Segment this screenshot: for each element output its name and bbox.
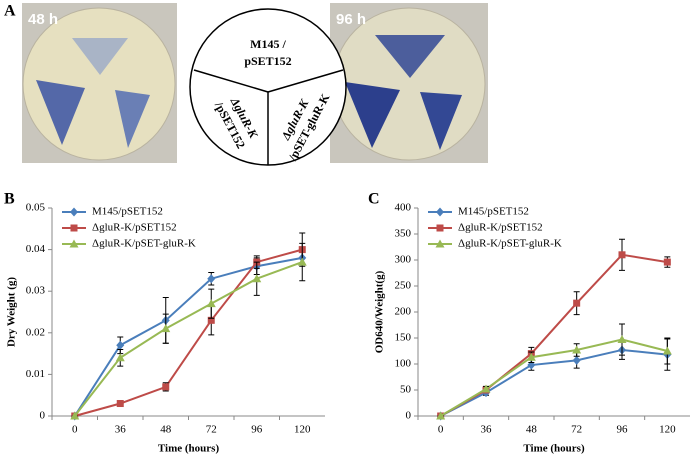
plate-photo (330, 3, 488, 163)
marker (207, 316, 215, 324)
marker (115, 353, 125, 362)
marker (436, 207, 444, 217)
panel-label: C (368, 191, 380, 208)
marker (70, 207, 78, 217)
marker (617, 335, 627, 344)
legend-label: M145/pSET152 (458, 206, 529, 218)
legend-label: ΔgluR-K/pSET-gluR-K (458, 238, 562, 250)
y-tick-label: 0.01 (26, 368, 45, 380)
marker (252, 274, 262, 283)
marker (526, 352, 536, 361)
marker (70, 411, 80, 420)
marker (572, 345, 582, 354)
marker (573, 299, 581, 307)
marker (435, 239, 445, 248)
y-tick-label: 50 (400, 384, 412, 396)
y-tick-label: 0.04 (26, 243, 46, 255)
marker (662, 346, 672, 355)
marker (116, 340, 125, 350)
y-tick-label: 200 (395, 306, 412, 318)
photo-label: 48 h (28, 11, 58, 28)
y-tick-label: 400 (395, 202, 412, 214)
x-tick-label: 0 (72, 424, 78, 436)
marker (69, 239, 79, 248)
sector-diagram (189, 8, 347, 166)
y-tick-label: 350 (395, 228, 412, 240)
marker (70, 224, 78, 232)
marker (116, 400, 124, 408)
y-tick-label: 0 (406, 410, 412, 422)
y-tick-label: 0.03 (26, 285, 46, 297)
marker (206, 299, 216, 308)
photo-label: 96 h (336, 11, 366, 28)
marker (572, 355, 581, 365)
y-tick-label: 100 (395, 358, 412, 370)
x-tick-label: 36 (481, 424, 493, 436)
marker (436, 224, 444, 232)
y-tick-label: 0 (40, 410, 46, 422)
marker (436, 411, 446, 420)
legend-label: ΔgluR-K/pSET-gluR-K (92, 238, 196, 250)
marker (161, 324, 171, 333)
x-tick-label: 48 (160, 424, 172, 436)
plate-photo (22, 3, 177, 163)
x-tick-label: 72 (206, 424, 217, 436)
x-tick-label: 36 (115, 424, 127, 436)
x-tick-label: 96 (617, 424, 629, 436)
panel-label: A (4, 3, 16, 20)
x-tick-label: 120 (659, 424, 676, 436)
series-line (440, 338, 668, 417)
series-line (74, 248, 303, 417)
legend-label: ΔgluR-K/pSET152 (458, 222, 543, 234)
marker (207, 274, 216, 284)
y-tick-label: 0.02 (26, 326, 45, 338)
sector-label: M145 / (250, 37, 286, 51)
series-line (73, 261, 303, 417)
x-tick-label: 72 (571, 424, 582, 436)
x-tick-label: 120 (294, 424, 311, 436)
sector-label: pSET152 (244, 54, 291, 68)
series-line (73, 256, 303, 417)
panel-label: B (4, 191, 15, 208)
marker (162, 383, 170, 391)
legend-label: M145/pSET152 (92, 206, 163, 218)
marker (297, 257, 307, 266)
series-line (440, 348, 668, 417)
y-axis-label: OD640/Weight(g) (374, 270, 386, 353)
x-tick-label: 48 (526, 424, 538, 436)
y-tick-label: 150 (395, 332, 412, 344)
x-tick-label: 96 (251, 424, 263, 436)
x-axis-label: Time (hours) (158, 443, 220, 455)
x-axis-label: Time (hours) (523, 443, 585, 455)
y-tick-label: 0.05 (26, 202, 46, 214)
legend-label: ΔgluR-K/pSET152 (92, 222, 177, 234)
marker (618, 251, 626, 259)
y-tick-label: 250 (395, 280, 412, 292)
marker (481, 384, 491, 393)
y-tick-label: 300 (395, 254, 412, 266)
x-tick-label: 0 (438, 424, 444, 436)
series-line (440, 253, 668, 417)
y-axis-label: Dry Weight (g) (6, 277, 18, 347)
marker (663, 258, 671, 266)
